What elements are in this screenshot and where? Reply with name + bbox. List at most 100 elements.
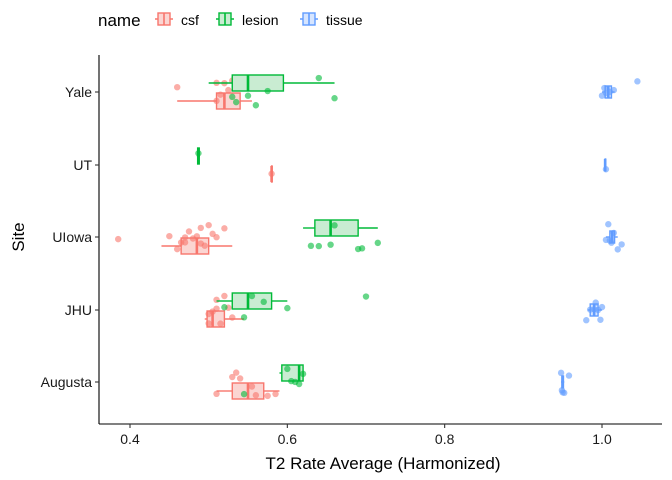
y-tick-label: UIowa (52, 229, 92, 245)
plot-area (115, 74, 641, 400)
data-point (284, 365, 291, 373)
data-point (244, 92, 252, 99)
data-point (260, 298, 267, 306)
data-point (181, 239, 189, 246)
data-point (315, 74, 322, 82)
data-point (252, 102, 260, 109)
legend-item-csf: csf (155, 12, 199, 28)
points-tissue-uiowa (602, 221, 625, 253)
series-lesion (195, 74, 381, 398)
data-point (197, 240, 204, 247)
points-tissue-jhu (583, 299, 606, 324)
legend-label: tissue (326, 12, 363, 28)
points-lesion-augusta (240, 365, 307, 398)
series-csf (115, 77, 280, 400)
data-point (602, 166, 610, 173)
legend-items: csf lesion tissue (155, 12, 363, 28)
data-point (229, 314, 236, 321)
box-lesion-uiowa (303, 219, 378, 237)
box-lesion-jhu (216, 292, 288, 310)
data-point (268, 170, 275, 177)
data-point (233, 98, 240, 106)
data-point (565, 372, 573, 379)
data-point (557, 369, 565, 377)
data-point (327, 241, 334, 248)
data-point (248, 292, 256, 300)
data-point (181, 234, 189, 241)
data-point (288, 377, 295, 385)
data-point (213, 390, 220, 398)
box-iqr (314, 219, 359, 237)
data-point (221, 292, 228, 300)
data-point (362, 293, 370, 300)
y-tick-label: Augusta (41, 374, 93, 390)
box-tissue-augusta (561, 375, 565, 389)
box-lesion-yale (208, 74, 335, 92)
x-tick-label: 0.6 (278, 431, 298, 447)
data-point (205, 221, 212, 229)
points-csf-uiowa (115, 221, 228, 253)
data-point (601, 84, 608, 92)
data-point (634, 78, 641, 85)
data-point (307, 242, 315, 250)
data-point (240, 390, 248, 398)
data-point (115, 235, 122, 243)
data-point (248, 383, 256, 390)
data-point (185, 228, 193, 235)
data-point (221, 225, 228, 232)
series-tissue (557, 78, 641, 397)
y-axis: Augusta JHU UIowa UT Yale (41, 55, 100, 424)
points-lesion-ut (195, 150, 202, 157)
points-tissue-ut (602, 166, 610, 173)
data-point (174, 83, 181, 91)
data-point (358, 245, 366, 252)
data-point (583, 317, 590, 324)
box-csf-uiowa (161, 237, 233, 255)
data-point (205, 320, 212, 327)
data-point (213, 305, 220, 312)
x-axis-title: T2 Rate Average (Harmonized) (266, 454, 501, 473)
data-point (229, 93, 236, 101)
points-lesion-uiowa (307, 222, 381, 253)
data-point (166, 232, 173, 240)
data-point (236, 375, 244, 382)
data-point (195, 150, 202, 157)
points-lesion-yale (229, 74, 338, 109)
x-tick-label: 0.4 (120, 431, 140, 447)
data-point (225, 86, 232, 94)
data-point (217, 320, 224, 327)
points-csf-augusta (213, 369, 279, 400)
data-point (331, 95, 338, 102)
data-point (240, 314, 248, 321)
legend-item-lesion: lesion (216, 12, 279, 28)
data-point (252, 392, 260, 399)
data-point (315, 242, 322, 250)
data-point (284, 304, 291, 312)
data-point (233, 369, 240, 376)
y-tick-label: UT (73, 157, 92, 173)
data-point (174, 245, 181, 253)
data-point (264, 392, 271, 400)
data-point (558, 387, 566, 394)
x-axis: 0.4 0.6 0.8 1.0 (99, 423, 662, 447)
points-tissue-augusta (557, 369, 573, 397)
data-point (608, 239, 615, 246)
legend-label: csf (181, 12, 199, 28)
legend-label: lesion (242, 12, 279, 28)
data-point (264, 87, 271, 95)
x-tick-label: 0.8 (435, 431, 455, 447)
data-point (605, 221, 612, 228)
data-point (229, 373, 236, 381)
legend: name csf lesion tissue (98, 11, 363, 30)
points-csf-ut (268, 170, 275, 177)
data-point (213, 296, 220, 304)
y-tick-label: JHU (65, 302, 92, 318)
data-point (592, 299, 599, 306)
data-point (610, 86, 617, 94)
data-point (221, 304, 228, 311)
data-point (374, 239, 381, 247)
legend-item-tissue: tissue (300, 12, 363, 28)
data-point (213, 97, 220, 105)
data-point (213, 234, 220, 241)
